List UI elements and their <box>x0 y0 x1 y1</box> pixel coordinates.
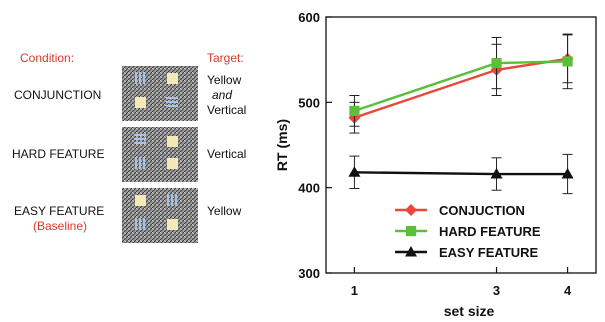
yellow-square-item <box>167 136 178 147</box>
condition-easy-feature-sub: (Baseline) <box>33 219 87 233</box>
data-point <box>562 56 573 67</box>
series-hard-feature <box>349 33 573 127</box>
target-header: Target: <box>207 51 244 65</box>
series-conjuction <box>348 34 574 134</box>
condition-conjunction: CONJUNCTION <box>14 88 101 102</box>
y-axis: 300 400 500 600 <box>298 10 332 281</box>
y-tick-label: 400 <box>298 181 320 196</box>
yellow-square-item <box>135 97 146 108</box>
rt-chart: RT (ms) set size 300 400 500 600 1 3 4 CONJUCTI… <box>274 10 597 319</box>
legend-item: EASY FEATURE <box>395 245 539 260</box>
target-conjunction-line3: Vertical <box>207 103 246 117</box>
y-tick-label: 300 <box>298 266 320 281</box>
series-line <box>354 171 568 176</box>
condition-header: Condition: <box>20 51 74 65</box>
x-axis-label: set size <box>444 303 495 319</box>
y-tick-label: 500 <box>298 95 320 110</box>
legend-item: HARD FEATURE <box>395 224 541 239</box>
yellow-square-item <box>135 195 146 206</box>
legend-item: CONJUCTION <box>395 203 525 218</box>
x-tick-label: 4 <box>564 283 572 298</box>
data-point <box>490 168 503 179</box>
target-conjunction-line2: and <box>212 88 232 102</box>
legend-marker <box>405 225 417 237</box>
legend: CONJUCTION HARD FEATURE EASY FEATURE <box>395 203 541 260</box>
y-tick-label: 600 <box>298 10 320 25</box>
series-line <box>354 57 568 119</box>
legend-marker <box>405 204 417 216</box>
data-point <box>561 168 574 179</box>
vertical-bars-item <box>135 157 145 169</box>
x-tick-label: 3 <box>493 283 500 298</box>
yellow-square-item <box>167 219 178 230</box>
data-point <box>349 105 360 116</box>
target-hard-feature: Vertical <box>207 147 246 161</box>
target-easy-feature: Yellow <box>207 204 242 218</box>
display-background <box>122 127 198 182</box>
search-display-2 <box>122 127 198 182</box>
series-easy-feature <box>348 153 574 195</box>
vertical-bars-item <box>135 72 145 84</box>
y-axis-label: RT (ms) <box>274 119 290 171</box>
display-background <box>122 188 198 243</box>
horizontal-bars-item <box>166 97 178 107</box>
condition-hard-feature: HARD FEATURE <box>12 147 104 161</box>
plot-frame <box>325 16 597 274</box>
yellow-square-item <box>167 73 178 84</box>
search-display-3 <box>122 188 198 243</box>
vertical-bars-item <box>135 218 145 230</box>
x-axis: 1 3 4 <box>351 267 572 298</box>
condition-easy-feature: EASY FEATURE <box>14 204 104 218</box>
x-tick-label: 1 <box>351 283 358 298</box>
legend-label: EASY FEATURE <box>439 245 539 260</box>
data-point <box>491 57 502 69</box>
legend-label: CONJUCTION <box>439 203 525 218</box>
target-conjunction-line1: Yellow <box>207 73 242 87</box>
legend-label: HARD FEATURE <box>439 224 541 239</box>
vertical-bars-item <box>167 194 177 206</box>
horizontal-bars-item <box>134 134 146 144</box>
legend-marker <box>405 246 417 257</box>
search-display-1 <box>122 66 198 121</box>
data-point <box>348 166 361 177</box>
search-displays-panel: Condition: Target: CONJUNCTION Yellow an… <box>12 51 246 243</box>
series-line <box>354 60 568 113</box>
yellow-square-item <box>167 158 178 169</box>
display-background <box>122 66 198 121</box>
